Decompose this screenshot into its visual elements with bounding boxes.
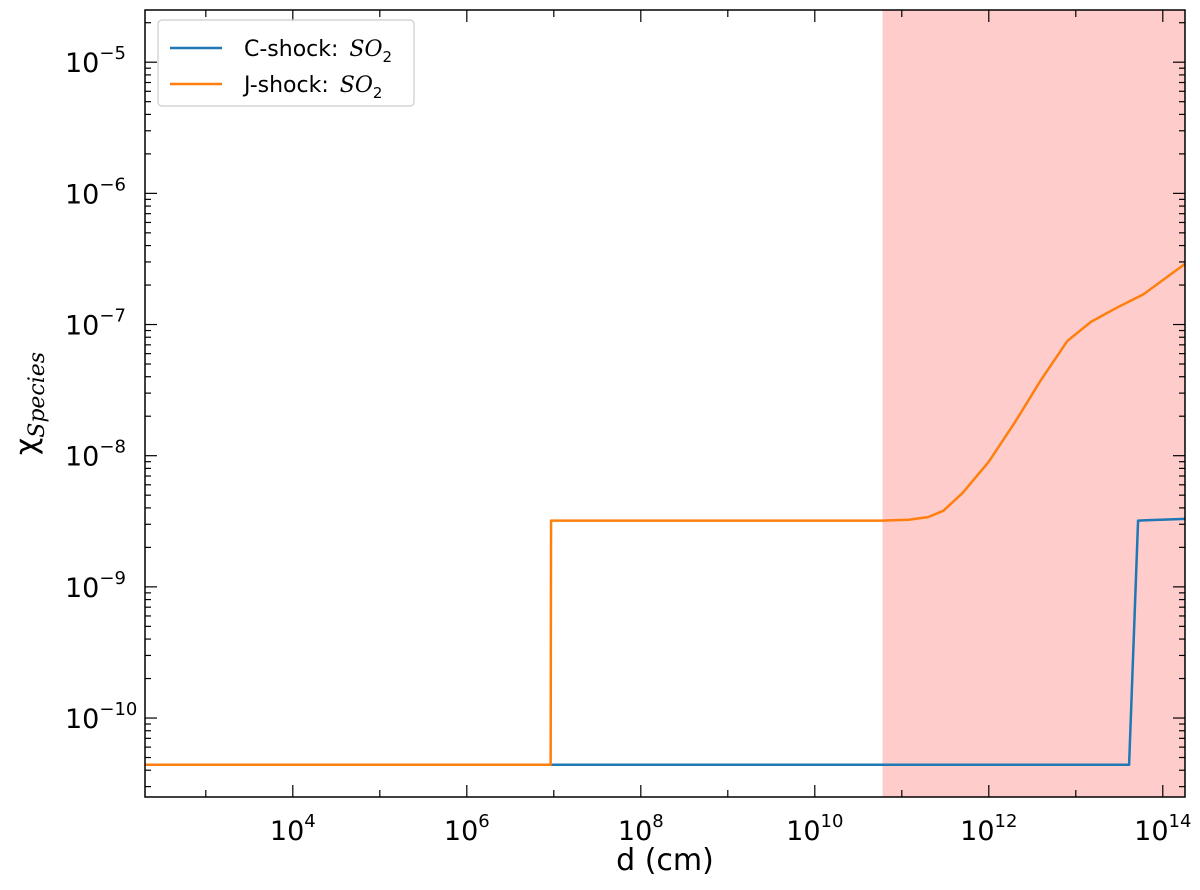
y-tick-label: 10−10 — [65, 699, 137, 735]
y-tick-label: 10−6 — [65, 174, 126, 210]
x-tick-label-exp: 6 — [478, 811, 489, 832]
y-tick-label-exp: −7 — [99, 306, 126, 327]
x-tick-label-exp: 12 — [995, 811, 1018, 832]
x-axis-ticks: 104 106 108 1010 1012 1014 — [205, 10, 1191, 847]
y-tick-label-exp: −10 — [99, 699, 137, 720]
x-axis-label: d (cm) — [616, 843, 714, 878]
legend-label-0: C-shock: SO2 — [244, 37, 392, 66]
y-tick-label: 10−8 — [65, 437, 126, 473]
x-tick-label: 108 — [618, 811, 664, 847]
x-tick-label-base: 10 — [444, 816, 478, 847]
y-tick-label-base: 10 — [65, 442, 99, 473]
x-tick-label-base: 10 — [786, 816, 820, 847]
legend-label-math: SO — [340, 73, 373, 98]
x-tick-label-base: 10 — [1134, 816, 1168, 847]
legend-label-math: SO — [349, 37, 382, 62]
x-tick-label-exp: 10 — [821, 811, 844, 832]
x-tick-label: 1012 — [960, 811, 1017, 847]
y-tick-label-exp: −6 — [99, 174, 126, 195]
series-line-0 — [145, 517, 1186, 767]
y-tick-label-base: 10 — [65, 48, 99, 79]
x-tick-label-exp: 14 — [1169, 811, 1192, 832]
y-tick-label: 10−5 — [65, 43, 126, 79]
y-tick-label-base: 10 — [65, 311, 99, 342]
x-tick-label: 106 — [444, 811, 490, 847]
y-tick-label: 10−7 — [65, 306, 126, 342]
series-line-1 — [145, 262, 1186, 767]
legend-label-sub: 2 — [383, 48, 393, 66]
y-axis-label: χSpecies — [9, 352, 50, 455]
legend-label-1: J-shock: SO2 — [242, 73, 382, 102]
legend-label-name: C-shock: — [244, 37, 345, 62]
y-tick-label-base: 10 — [65, 179, 99, 210]
legend-label-name: J-shock: — [242, 73, 336, 98]
y-tick-label-base: 10 — [65, 704, 99, 735]
y-tick-label-base: 10 — [65, 573, 99, 604]
plot-frame — [144, 9, 1186, 798]
x-tick-label-exp: 4 — [304, 811, 315, 832]
x-tick-label-exp: 8 — [652, 811, 663, 832]
y-axis-label-base: χ — [9, 438, 44, 455]
y-tick-label-exp: −8 — [99, 437, 126, 458]
y-axis-ticks: 10−1010−910−810−710−610−5 — [65, 22, 1185, 788]
y-tick-label-exp: −9 — [99, 568, 126, 589]
x-tick-label: 1010 — [786, 811, 843, 847]
y-axis-label-sub: Species — [25, 352, 50, 438]
legend-label-sub: 2 — [373, 84, 383, 102]
series-layer — [145, 262, 1186, 767]
x-tick-label-base: 10 — [618, 816, 652, 847]
y-tick-label: 10−9 — [65, 568, 126, 604]
x-tick-label-base: 10 — [270, 816, 304, 847]
x-tick-label-base: 10 — [960, 816, 994, 847]
x-tick-label: 1014 — [1134, 811, 1191, 847]
shaded-region — [882, 10, 1185, 797]
y-tick-label-exp: −5 — [99, 43, 126, 64]
x-tick-label: 104 — [270, 811, 316, 847]
